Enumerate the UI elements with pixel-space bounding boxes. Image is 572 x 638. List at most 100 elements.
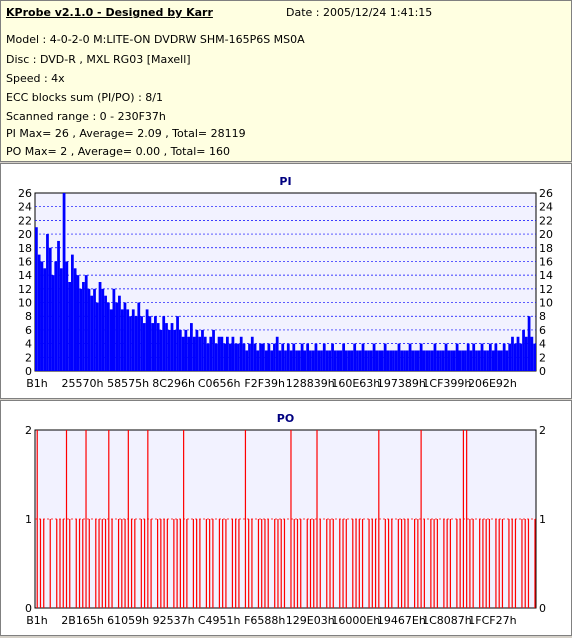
data-bar	[178, 329, 182, 371]
y-tick-label-left: 18	[18, 242, 32, 255]
data-bar	[295, 350, 298, 371]
data-bar	[524, 336, 528, 371]
data-bar	[43, 519, 45, 608]
x-tick-label: C0656h	[198, 377, 241, 390]
data-bar	[140, 519, 142, 608]
disc-line: Disc : DVD-R , MXL RG03 [Maxell]	[6, 53, 191, 66]
data-bar	[378, 430, 380, 608]
data-bar	[319, 519, 321, 608]
y-tick-label-left: 0	[25, 602, 32, 615]
data-bar	[383, 343, 387, 371]
data-bar	[482, 519, 484, 608]
data-bar	[130, 519, 133, 608]
data-bar	[511, 336, 514, 371]
data-bar	[127, 430, 129, 608]
y-tick-label-right: 2	[539, 351, 546, 364]
data-bar	[404, 519, 406, 608]
data-bar	[522, 329, 525, 371]
data-bar	[430, 519, 432, 608]
data-bar	[212, 329, 215, 371]
data-bar	[85, 430, 87, 608]
data-bar	[317, 350, 321, 371]
data-bar	[75, 519, 77, 608]
data-bar	[235, 519, 237, 608]
data-bar	[533, 343, 536, 371]
data-bar	[313, 519, 315, 608]
data-bar	[159, 329, 163, 371]
data-bar	[521, 519, 523, 608]
data-bar	[461, 350, 465, 371]
data-bar	[380, 350, 384, 371]
data-bar	[205, 519, 207, 608]
data-bar	[209, 336, 213, 371]
data-bar	[342, 343, 346, 371]
data-bar	[173, 519, 175, 608]
data-bar	[253, 343, 257, 371]
data-bar	[433, 519, 435, 608]
data-bar	[239, 336, 243, 371]
x-tick-label: 61059h	[107, 614, 149, 627]
ecc-line: ECC blocks sum (PI/PO) : 8/1	[6, 91, 163, 104]
data-bar	[54, 261, 58, 371]
data-bar	[290, 430, 292, 608]
data-bar	[267, 519, 269, 608]
data-bar	[143, 519, 146, 608]
data-bar	[498, 519, 500, 608]
data-bar	[387, 519, 390, 608]
data-bar	[339, 350, 343, 371]
data-bar	[497, 350, 501, 371]
y-tick-label-right: 14	[539, 269, 553, 282]
data-bar	[137, 302, 141, 371]
x-tick-label: 92537h	[153, 614, 195, 627]
data-bar	[316, 430, 318, 608]
y-tick-label-right: 6	[539, 324, 546, 337]
data-bar	[220, 336, 224, 371]
data-bar	[148, 316, 152, 371]
po-chart-panel: PO 0 0 1 1 2 2 B1h 2B165h 61059h 92537h C4951h F6588…	[0, 400, 572, 636]
y-tick-label-right: 0	[539, 602, 546, 615]
data-bar	[466, 343, 470, 371]
data-bar	[414, 350, 417, 371]
data-bar	[270, 350, 274, 371]
data-bar	[446, 519, 448, 608]
y-tick-label-right: 24	[539, 201, 553, 214]
data-bar	[62, 519, 64, 608]
data-bar	[411, 350, 415, 371]
data-bar	[37, 254, 41, 371]
data-bar	[82, 519, 84, 608]
data-bar	[495, 519, 497, 608]
data-bar	[231, 519, 234, 608]
info-panel: KProbe v2.1.0 - Designed by Karr Date : …	[0, 0, 572, 162]
data-bar	[275, 336, 279, 371]
data-bar	[234, 343, 238, 371]
data-bar	[134, 519, 136, 608]
data-bar	[480, 343, 484, 371]
data-bar	[511, 519, 513, 608]
data-bar	[326, 519, 328, 608]
data-bar	[361, 343, 365, 371]
data-bar	[198, 336, 202, 371]
po-summary-line: PO Max= 2 , Average= 0.00 , Total= 160	[6, 145, 230, 158]
data-bar	[160, 519, 162, 608]
data-bar	[65, 430, 68, 608]
x-tick-label: F6588h	[244, 614, 285, 627]
data-bar	[248, 343, 251, 371]
data-bar	[414, 519, 416, 608]
data-bar	[59, 268, 63, 371]
data-bar	[156, 519, 159, 608]
data-bar	[244, 430, 247, 608]
data-bar	[248, 519, 250, 608]
data-bar	[293, 519, 295, 608]
data-bar	[56, 519, 58, 608]
data-bar	[303, 350, 307, 371]
data-bar	[59, 519, 61, 608]
data-bar	[222, 519, 224, 608]
data-bar	[455, 343, 459, 371]
data-bar	[167, 329, 171, 371]
y-tick-label-right: 0	[539, 365, 546, 378]
data-bar	[430, 350, 434, 371]
data-bar	[372, 343, 376, 371]
data-bar	[283, 519, 286, 608]
data-bar	[277, 519, 279, 608]
data-bar	[286, 343, 290, 371]
